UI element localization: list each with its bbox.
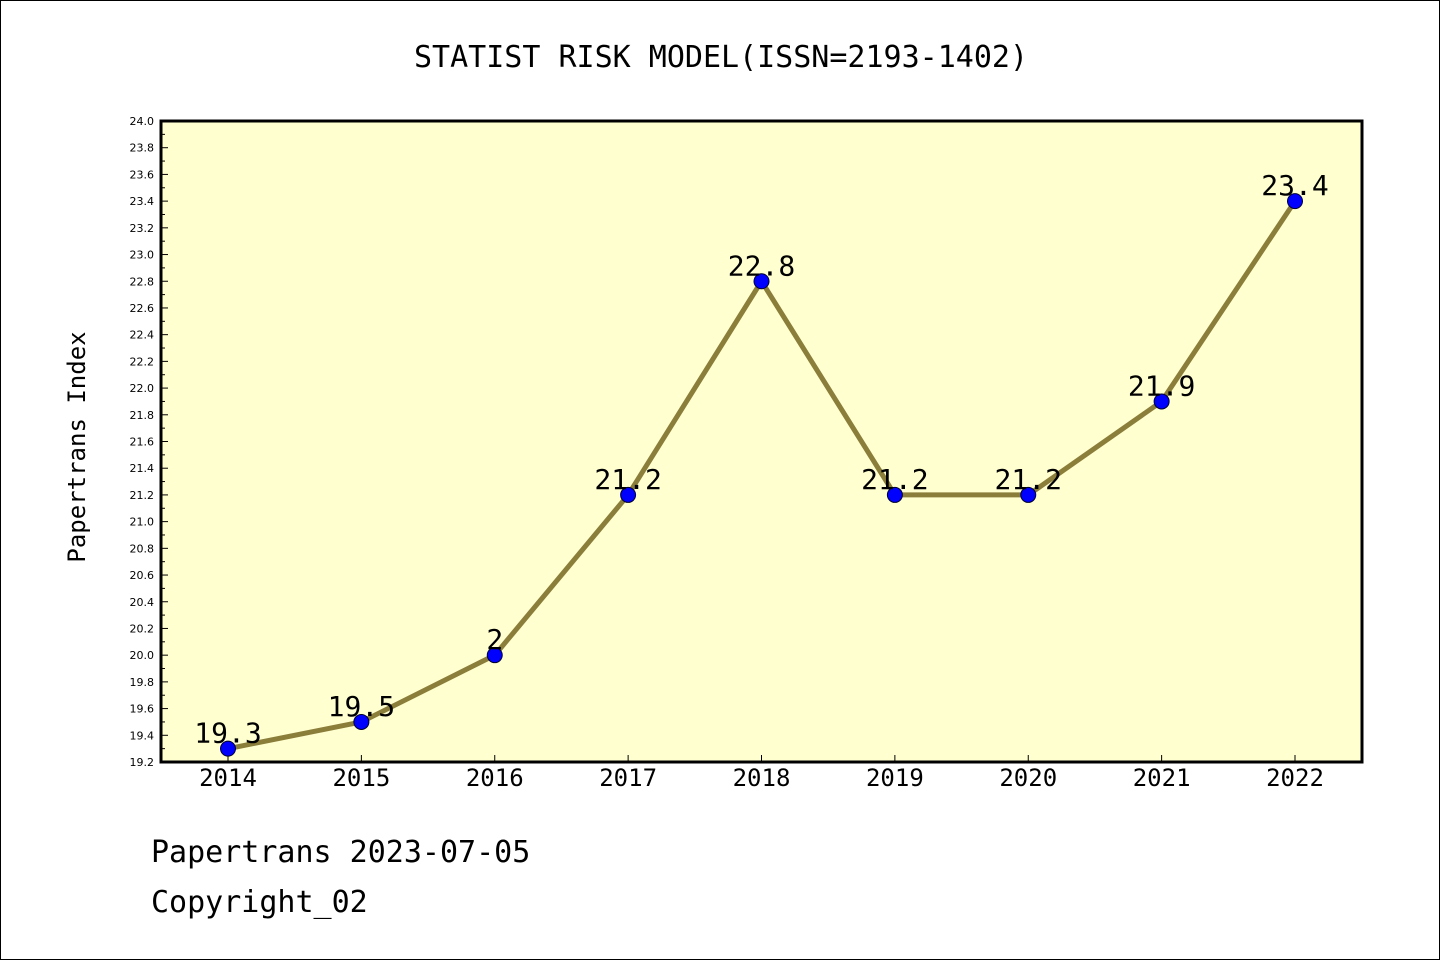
x-tick-label: 2019 — [866, 764, 924, 792]
data-label: 23.4 — [1261, 169, 1328, 202]
chart-title: STATIST RISK MODEL(ISSN=2193-1402) — [414, 40, 1028, 75]
data-label: 19.3 — [194, 717, 261, 750]
y-tick-label: 23.4 — [130, 195, 155, 208]
y-tick-label: 19.8 — [130, 676, 155, 689]
data-point — [1153, 393, 1170, 410]
data-point — [1287, 193, 1303, 210]
plot-area — [161, 121, 1362, 762]
data-point — [753, 273, 770, 290]
x-axis: 2014 2015 2016 2017 2018 2019 2020 2021 2022 — [199, 755, 1324, 792]
data-point — [620, 486, 637, 503]
y-tick-label: 21.4 — [130, 462, 155, 475]
x-tick-label: 2015 — [332, 764, 390, 792]
y-tick-label: 19.6 — [130, 703, 155, 716]
y-axis-label: Papertrans Index — [63, 331, 91, 562]
y-tick-label: 21.6 — [130, 436, 155, 449]
y-tick-label: 20.2 — [130, 622, 155, 635]
data-label: 21.2 — [995, 463, 1062, 496]
data-label: 21.2 — [594, 463, 661, 496]
x-tick-label: 2014 — [199, 764, 257, 792]
y-tick-label: 24.0 — [130, 115, 155, 128]
y-tick-label: 23.6 — [130, 168, 155, 181]
y-tick-label: 23.8 — [130, 142, 155, 155]
y-tick-label: 21.0 — [130, 516, 155, 529]
y-tick-label: 22.2 — [130, 355, 155, 368]
y-tick-label: 19.2 — [130, 756, 155, 769]
data-point — [886, 486, 903, 503]
y-tick-label: 23.0 — [130, 249, 155, 262]
y-tick-label: 21.8 — [130, 409, 155, 422]
x-tick-label: 2016 — [466, 764, 524, 792]
x-tick-label: 2021 — [1133, 764, 1191, 792]
y-tick-label: 22.4 — [130, 329, 155, 342]
x-tick-label: 2017 — [599, 764, 657, 792]
y-tick-label: 20.6 — [130, 569, 155, 582]
data-label: 21.9 — [1128, 369, 1195, 402]
y-tick-label: 20.0 — [130, 649, 155, 662]
y-tick-label: 20.8 — [130, 542, 155, 555]
data-label: 21.2 — [861, 463, 928, 496]
data-point — [353, 713, 370, 730]
x-tick-label: 2020 — [999, 764, 1057, 792]
y-tick-label: 20.4 — [130, 596, 155, 609]
y-tick-label: 22.0 — [130, 382, 155, 395]
y-axis: 19.2 19.4 19.6 19.8 20.0 20.2 20.4 20.6 20.8 21.0… — [130, 115, 168, 769]
data-point — [220, 740, 236, 757]
data-point — [486, 647, 503, 664]
x-tick-label: 2018 — [733, 764, 791, 792]
y-tick-label: 21.2 — [130, 489, 155, 502]
y-tick-label: 23.2 — [130, 222, 155, 235]
plot-border — [159, 119, 1364, 764]
footer-source: Papertrans 2023-07-05 — [151, 835, 531, 870]
y-tick-label: 22.8 — [130, 275, 155, 288]
data-label: 22.8 — [728, 249, 795, 282]
series-layer: 19.3 19.5 2 21.2 22.8 21.2 21.2 21.9 23.4 — [194, 169, 1329, 757]
data-label: 2 — [486, 623, 503, 656]
x-tick-label: 2022 — [1266, 764, 1324, 792]
y-tick-label: 19.4 — [130, 729, 155, 742]
data-point — [1020, 486, 1037, 503]
data-label: 19.5 — [328, 690, 395, 723]
y-tick-label: 22.6 — [130, 302, 155, 315]
footer-copyright: Copyright_02 — [151, 885, 368, 920]
